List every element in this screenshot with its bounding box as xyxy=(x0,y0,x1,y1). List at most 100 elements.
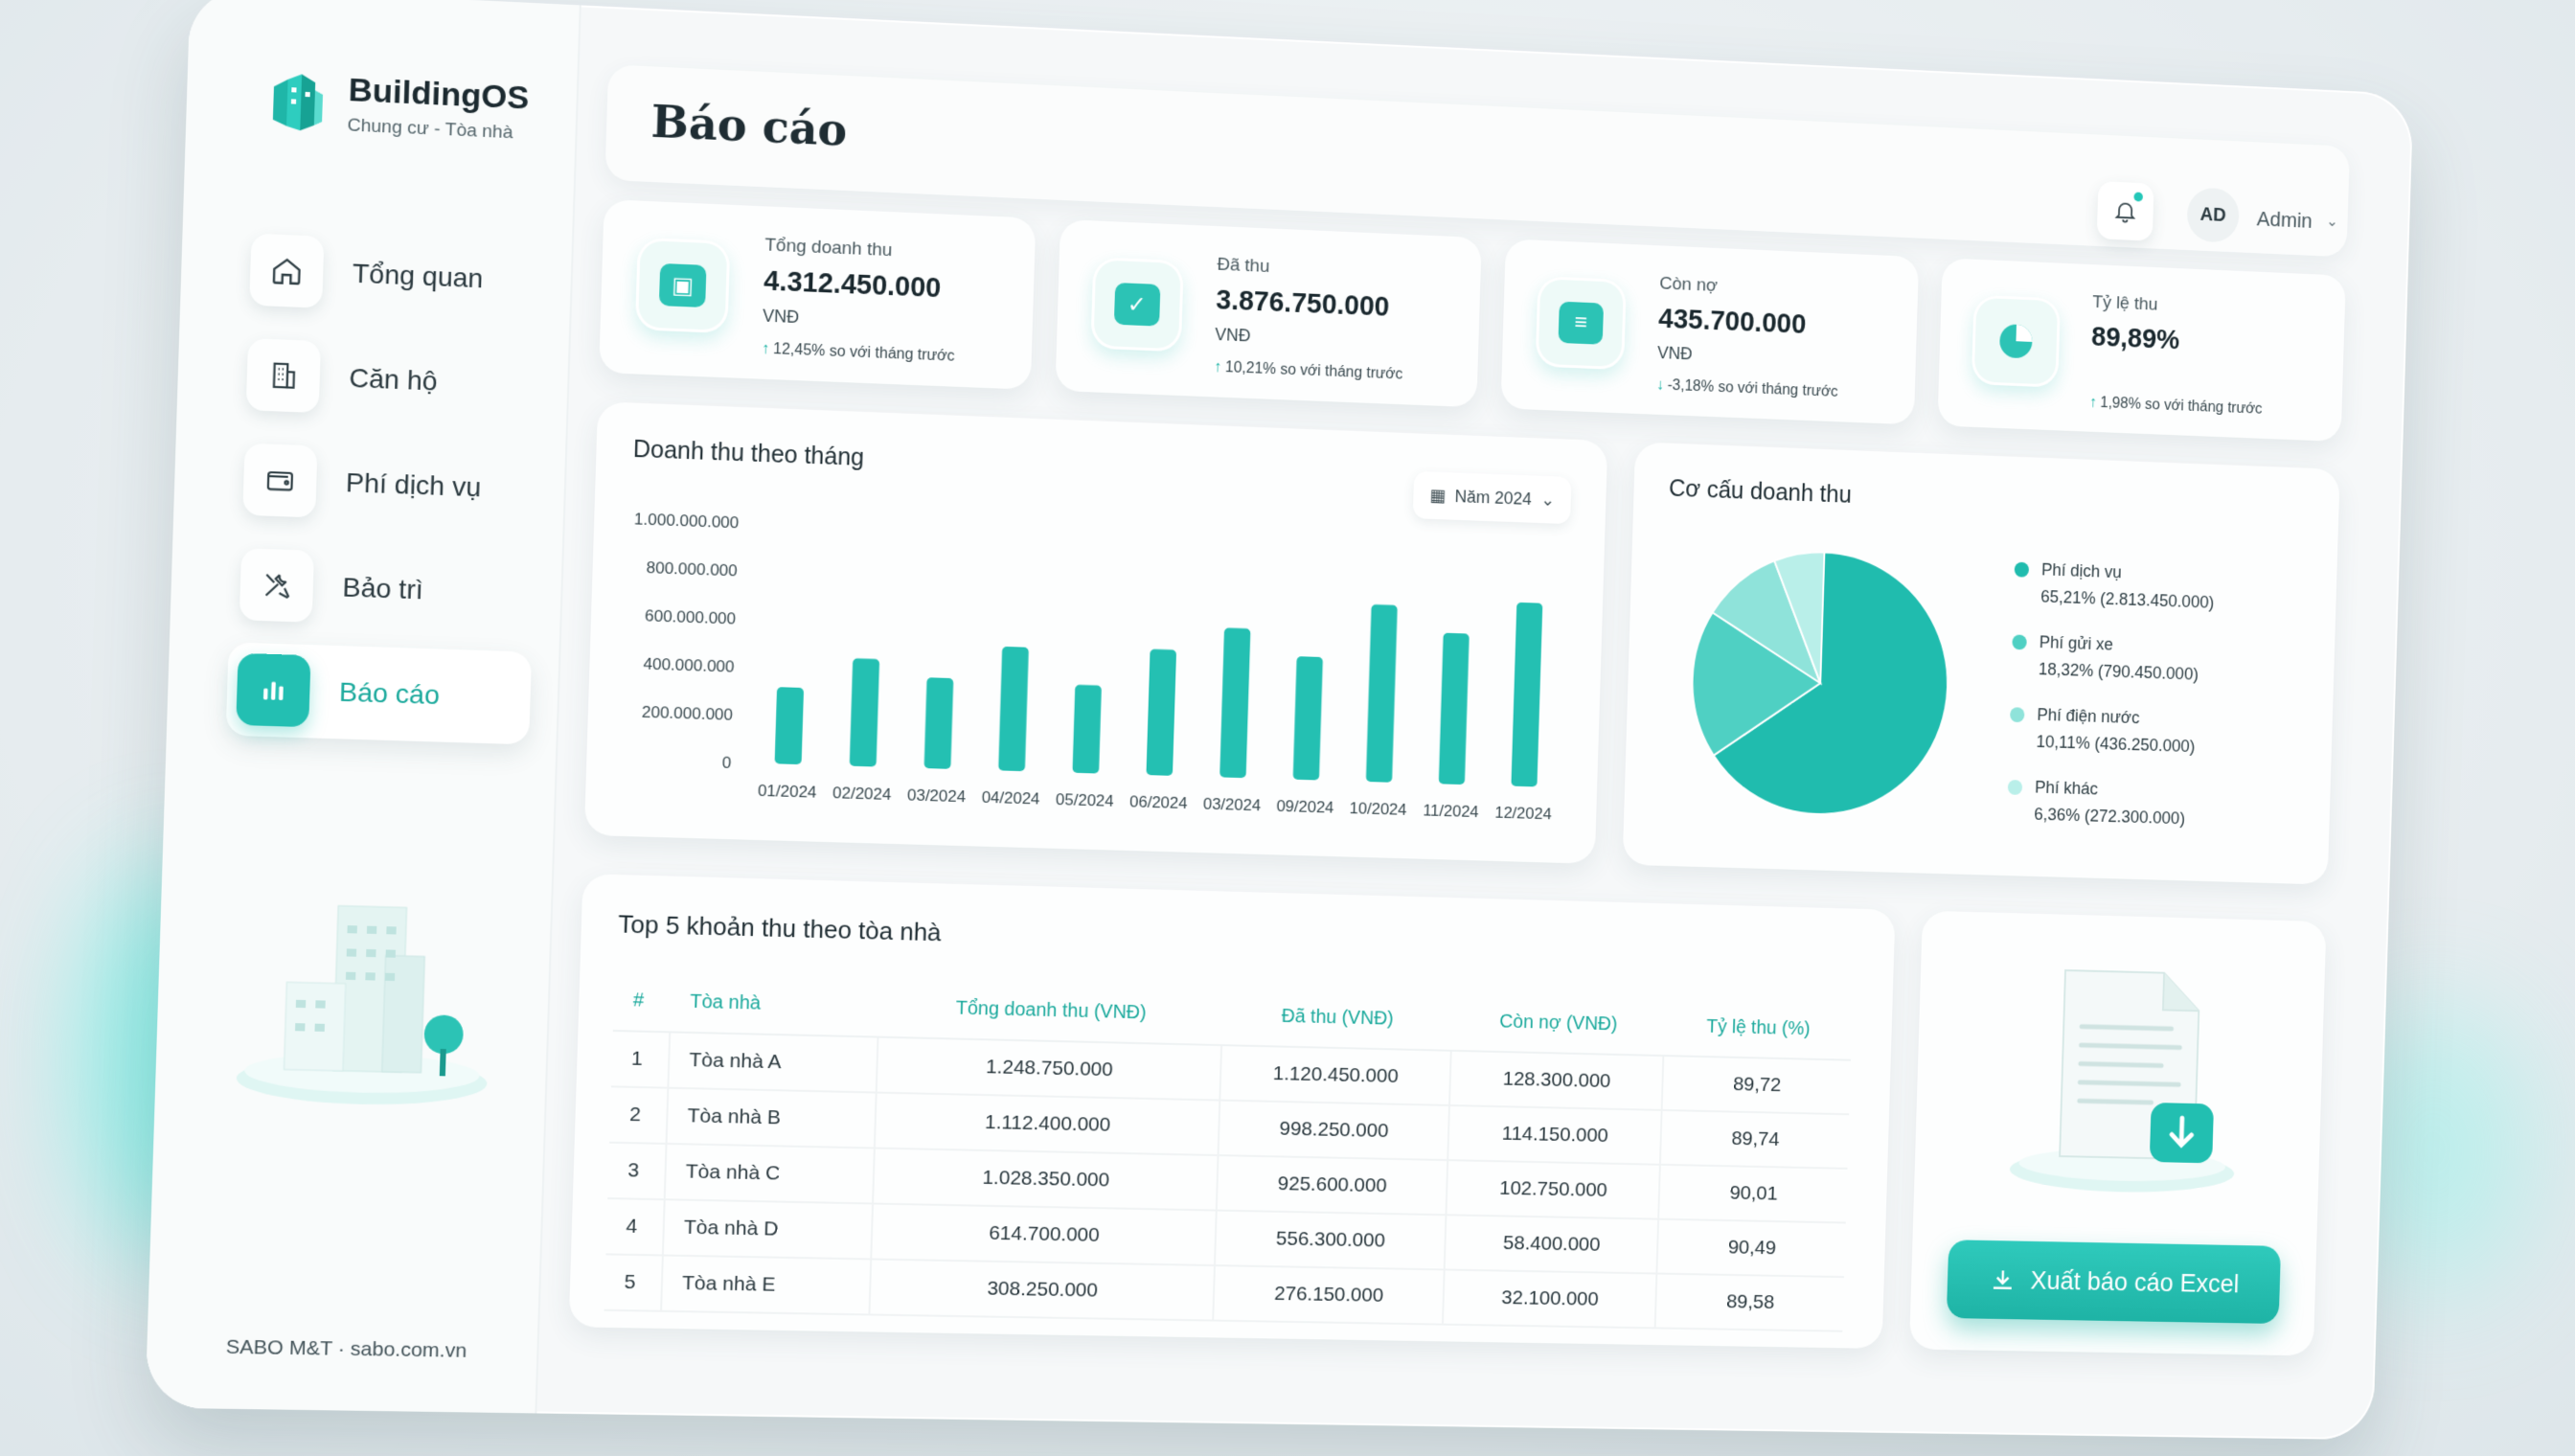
bar[interactable] xyxy=(775,687,805,764)
table-cell: 1.120.450.000 xyxy=(1219,1045,1450,1105)
kpi-unit: VNĐ xyxy=(763,307,800,329)
revenue-structure-chart-card: Cơ cấu doanh thu Phí dịch vụ 65,21% (2.8… xyxy=(1623,442,2340,884)
sidebar-item-service-fees[interactable]: Phí dịch vụ xyxy=(233,432,538,536)
legend-detail: 10,11% (436.250.000) xyxy=(2036,732,2313,761)
y-tick-label: 600.000.000 xyxy=(645,606,737,627)
kpi-card-collection-rate: Tỷ lệ thu 89,89% ↑ 1,98% so với tháng trư… xyxy=(1937,258,2346,442)
table-cell: 32.100.000 xyxy=(1443,1269,1657,1328)
page-title: Báo cáo xyxy=(650,96,848,156)
table-title: Top 5 khoản thu theo tòa nhà xyxy=(618,909,942,947)
table-cell: Tòa nhà D xyxy=(663,1199,873,1259)
building-illustration xyxy=(234,884,495,1113)
brand-subtitle: Chung cư - Tòa nhà xyxy=(347,115,528,145)
bar-chart: 1.000.000.000800.000.000600.000.000400.0… xyxy=(604,498,1586,853)
chart-legend: Phí dịch vụ 65,21% (2.813.450.000) Phí g… xyxy=(2006,559,2319,858)
bar[interactable] xyxy=(1072,685,1101,774)
check-icon: ✓ xyxy=(1090,257,1183,352)
bar[interactable] xyxy=(1293,656,1323,780)
x-tick-label: 04/2024 xyxy=(981,788,1040,808)
table-cell: 1.248.750.000 xyxy=(876,1037,1221,1101)
kpi-trend-text: 1,98% so với tháng trước xyxy=(2100,395,2263,417)
sidebar-item-reports[interactable]: Báo cáo xyxy=(226,642,532,744)
sidebar-item-label: Bảo trì xyxy=(342,572,423,605)
column-header: Tổng doanh thu (VNĐ) xyxy=(877,978,1223,1045)
bar[interactable] xyxy=(850,658,879,766)
sidebar-item-apartments[interactable]: Căn hộ xyxy=(236,328,541,432)
document-download-illustration xyxy=(2004,950,2245,1206)
x-tick-label: 03/2024 xyxy=(907,786,967,807)
legend-dot xyxy=(2012,634,2027,649)
y-tick-label: 800.000.000 xyxy=(646,558,738,580)
legend-item: Phí dịch vụ 65,21% (2.813.450.000) xyxy=(2014,559,2319,617)
legend-dot xyxy=(2015,561,2030,577)
legend-item: Phí khác 6,36% (272.300.000) xyxy=(2007,777,2313,832)
export-excel-button[interactable]: Xuất báo cáo Excel xyxy=(1947,1240,2281,1324)
table-cell: 89,72 xyxy=(1662,1056,1851,1114)
year-select-value: Năm 2024 xyxy=(1454,487,1532,510)
table-cell: 998.250.000 xyxy=(1219,1101,1449,1161)
main-content: Báo cáo AD Admin ⌄ ▣ Tổng doanh thu 4.31… xyxy=(566,7,2387,1440)
chevron-down-icon: ⌄ xyxy=(1540,489,1555,510)
pie-chart xyxy=(1679,537,1961,827)
bar[interactable] xyxy=(1439,633,1470,785)
sidebar-item-overview[interactable]: Tổng quan xyxy=(239,222,545,328)
x-tick-label: 05/2024 xyxy=(1056,790,1115,810)
kpi-label: Còn nợ xyxy=(1659,274,1718,297)
legend-item: Phí gửi xe 18,32% (790.450.000) xyxy=(2011,631,2316,688)
kpi-label: Tỷ lệ thu xyxy=(2092,292,2158,315)
bar[interactable] xyxy=(1511,603,1542,787)
notification-button[interactable] xyxy=(2097,181,2154,241)
table-cell: 1 xyxy=(611,1031,670,1088)
legend-detail: 65,21% (2.813.450.000) xyxy=(2040,587,2318,617)
pie-icon xyxy=(1971,295,2060,388)
table-cell: 89,74 xyxy=(1660,1110,1849,1169)
tools-icon xyxy=(239,548,314,623)
kpi-value: 4.312.450.000 xyxy=(763,265,942,305)
x-tick-label: 01/2024 xyxy=(758,782,818,802)
sidebar: BuildingOS Chung cư - Tòa nhà Tổng quan … xyxy=(145,0,581,1413)
bar[interactable] xyxy=(1146,649,1176,776)
column-header: Tòa nhà xyxy=(670,972,879,1036)
bar[interactable] xyxy=(998,647,1029,771)
column-header: Còn nợ (VNĐ) xyxy=(1451,992,1666,1056)
table-cell: 90,01 xyxy=(1658,1165,1847,1223)
x-tick-label: 03/2024 xyxy=(1203,795,1262,814)
x-tick-label: 06/2024 xyxy=(1129,793,1188,813)
kpi-value: 3.876.750.000 xyxy=(1216,285,1390,324)
sidebar-item-maintenance[interactable]: Bảo trì xyxy=(229,537,535,641)
legend-detail: 18,32% (790.450.000) xyxy=(2039,660,2316,689)
column-header: Đã thu (VNĐ) xyxy=(1221,987,1453,1051)
kpi-card-total-revenue: ▣ Tổng doanh thu 4.312.450.000 VNĐ ↑ 12,4… xyxy=(599,199,1036,390)
bar[interactable] xyxy=(1366,604,1398,783)
table-cell: 276.150.000 xyxy=(1213,1265,1445,1325)
brand-name: BuildingOS xyxy=(348,72,530,118)
table-cell: 1.028.350.000 xyxy=(873,1149,1219,1211)
export-card: Xuất báo cáo Excel xyxy=(1909,911,2326,1356)
calendar-icon: ▦ xyxy=(1429,486,1446,506)
app-window: BuildingOS Chung cư - Tòa nhà Tổng quan … xyxy=(145,0,2413,1440)
chart-title: Doanh thu theo tháng xyxy=(632,436,864,472)
table-cell: 1.112.400.000 xyxy=(875,1093,1220,1156)
brand-logo-icon xyxy=(264,68,328,135)
table-cell: 556.300.000 xyxy=(1215,1211,1447,1270)
chevron-down-icon[interactable]: ⌄ xyxy=(2326,212,2338,231)
table-cell: 614.700.000 xyxy=(871,1203,1217,1265)
kpi-trend: ↑ 10,21% so với tháng trước xyxy=(1214,359,1403,384)
legend-name: Phí gửi xe xyxy=(2039,632,2113,654)
bar[interactable] xyxy=(924,677,954,769)
legend-dot xyxy=(2010,707,2025,722)
user-name[interactable]: Admin xyxy=(2256,207,2313,234)
sidebar-item-label: Phí dịch vụ xyxy=(345,467,481,504)
year-select[interactable]: ▦ Năm 2024 ⌄ xyxy=(1413,471,1572,524)
sidebar-item-label: Báo cáo xyxy=(339,677,441,712)
table-cell: 114.150.000 xyxy=(1447,1105,1662,1165)
table-cell: 308.250.000 xyxy=(869,1259,1215,1320)
kpi-label: Đã thu xyxy=(1217,255,1269,278)
wallet-icon xyxy=(242,444,317,518)
arrow-up-icon: ↑ xyxy=(2089,395,2097,411)
table-cell: 102.750.000 xyxy=(1446,1160,1660,1219)
bar[interactable] xyxy=(1219,627,1250,778)
avatar[interactable]: AD xyxy=(2186,187,2240,242)
x-tick-label: 12/2024 xyxy=(1494,804,1552,823)
y-tick-label: 0 xyxy=(722,754,732,772)
